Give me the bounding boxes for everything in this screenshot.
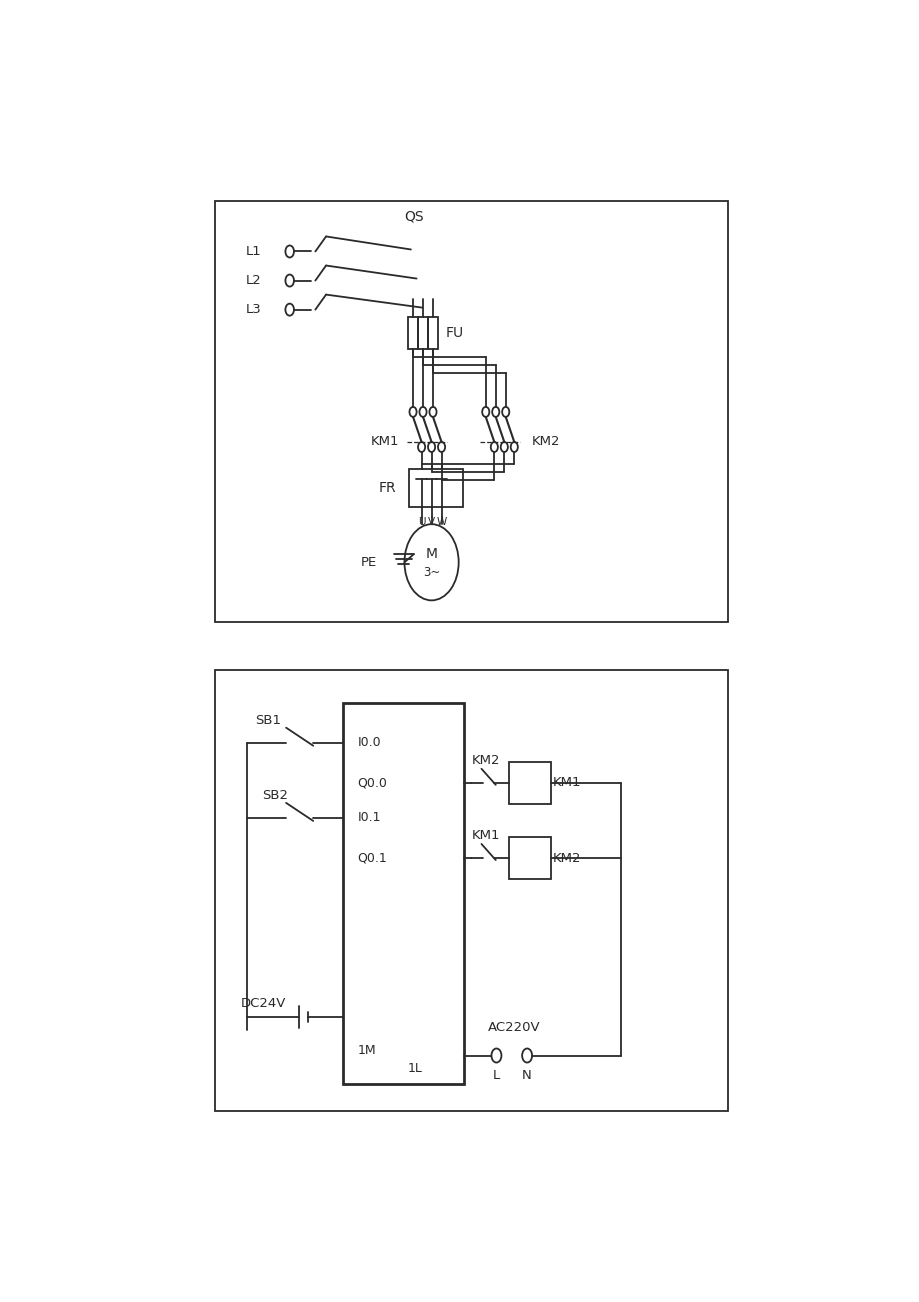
Text: V: V bbox=[427, 517, 435, 527]
Bar bbox=[417, 316, 427, 349]
Text: SB1: SB1 bbox=[255, 715, 281, 728]
Text: M: M bbox=[425, 547, 437, 561]
Text: KM2: KM2 bbox=[471, 754, 499, 767]
Text: L3: L3 bbox=[246, 303, 262, 316]
Text: KM2: KM2 bbox=[531, 435, 560, 448]
Text: FU: FU bbox=[445, 326, 463, 340]
Text: KM1: KM1 bbox=[471, 829, 499, 842]
Bar bbox=[215, 202, 728, 622]
Bar bbox=[343, 703, 464, 1083]
Bar bbox=[408, 316, 417, 349]
Circle shape bbox=[404, 525, 459, 600]
Text: 1M: 1M bbox=[357, 1044, 376, 1057]
Text: U: U bbox=[417, 517, 425, 527]
Text: PE: PE bbox=[360, 556, 377, 569]
Bar bbox=[408, 469, 462, 508]
Text: Q0.0: Q0.0 bbox=[357, 776, 387, 789]
Text: KM2: KM2 bbox=[552, 852, 581, 865]
Text: L1: L1 bbox=[246, 245, 262, 258]
Bar bbox=[215, 669, 728, 1111]
Bar bbox=[508, 837, 550, 879]
Text: N: N bbox=[522, 1069, 531, 1082]
Text: 3~: 3~ bbox=[423, 566, 439, 579]
Text: KM1: KM1 bbox=[552, 776, 581, 789]
Text: L2: L2 bbox=[246, 273, 262, 286]
Text: DC24V: DC24V bbox=[241, 997, 286, 1010]
Text: Q0.1: Q0.1 bbox=[357, 852, 387, 865]
Text: AC220V: AC220V bbox=[487, 1021, 540, 1034]
Text: L: L bbox=[493, 1069, 500, 1082]
Text: I0.0: I0.0 bbox=[357, 736, 380, 749]
Text: 1L: 1L bbox=[407, 1062, 422, 1075]
Bar bbox=[427, 316, 437, 349]
Text: FR: FR bbox=[378, 480, 396, 495]
Text: KM1: KM1 bbox=[369, 435, 398, 448]
Text: SB2: SB2 bbox=[262, 789, 289, 802]
Bar bbox=[508, 762, 550, 803]
Text: QS: QS bbox=[404, 210, 424, 224]
Text: W: W bbox=[436, 517, 447, 527]
Text: I0.1: I0.1 bbox=[357, 811, 380, 824]
